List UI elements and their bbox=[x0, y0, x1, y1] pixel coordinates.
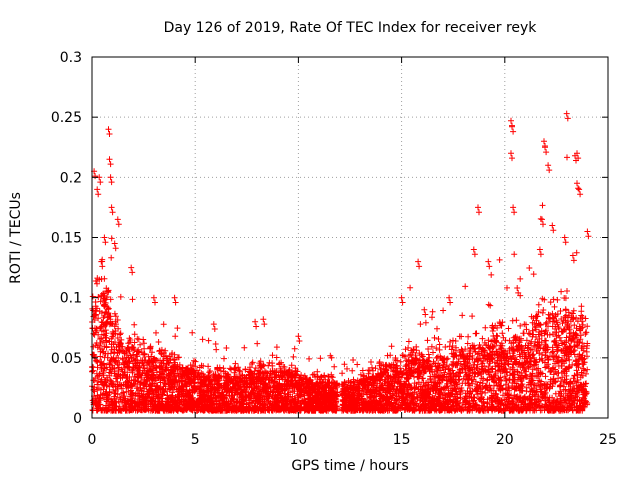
y-tick-label: 0.15 bbox=[51, 231, 82, 247]
chart-title: Day 126 of 2019, Rate Of TEC Index for r… bbox=[164, 20, 538, 36]
x-tick-label: 10 bbox=[289, 432, 307, 448]
axis-ticks bbox=[91, 56, 609, 419]
x-tick-label: 25 bbox=[599, 432, 617, 448]
y-tick-label: 0.05 bbox=[51, 351, 82, 367]
x-tick-label: 15 bbox=[393, 432, 411, 448]
data-points bbox=[89, 110, 592, 414]
y-tick-label: 0.3 bbox=[60, 50, 82, 66]
y-tick-label: 0.1 bbox=[60, 291, 82, 307]
roti-series-points bbox=[89, 110, 592, 414]
x-tick-label: 0 bbox=[88, 432, 97, 448]
x-tick-label: 5 bbox=[191, 432, 200, 448]
x-tick-label: 20 bbox=[496, 432, 514, 448]
y-tick-labels: 0 0.05 0.1 0.15 0.2 0.25 0.3 bbox=[51, 50, 82, 427]
y-axis-label: ROTI / TECUs bbox=[8, 192, 24, 284]
x-axis-label: GPS time / hours bbox=[291, 458, 408, 474]
x-tick-labels: 0 5 10 15 20 25 bbox=[88, 432, 617, 448]
y-tick-label: 0.2 bbox=[60, 170, 82, 186]
y-tick-label: 0.25 bbox=[51, 110, 82, 126]
y-tick-label: 0 bbox=[73, 411, 82, 427]
